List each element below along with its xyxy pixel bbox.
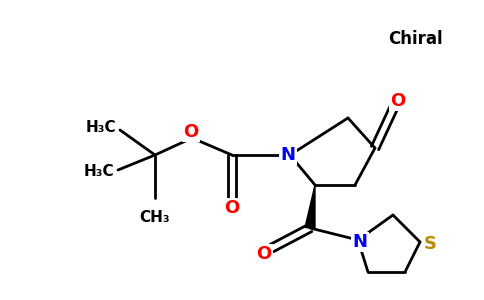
Text: N: N: [352, 233, 367, 251]
Text: H₃C: H₃C: [85, 121, 116, 136]
Text: H₃C: H₃C: [83, 164, 114, 178]
Text: O: O: [225, 199, 240, 217]
Text: S: S: [424, 235, 437, 253]
Text: Chiral: Chiral: [388, 30, 442, 48]
Text: H: H: [103, 121, 116, 136]
Polygon shape: [305, 185, 315, 229]
Text: O: O: [257, 245, 272, 263]
Text: O: O: [391, 92, 406, 110]
Text: N: N: [281, 146, 296, 164]
Text: O: O: [183, 123, 198, 141]
Text: CH₃: CH₃: [140, 210, 170, 225]
